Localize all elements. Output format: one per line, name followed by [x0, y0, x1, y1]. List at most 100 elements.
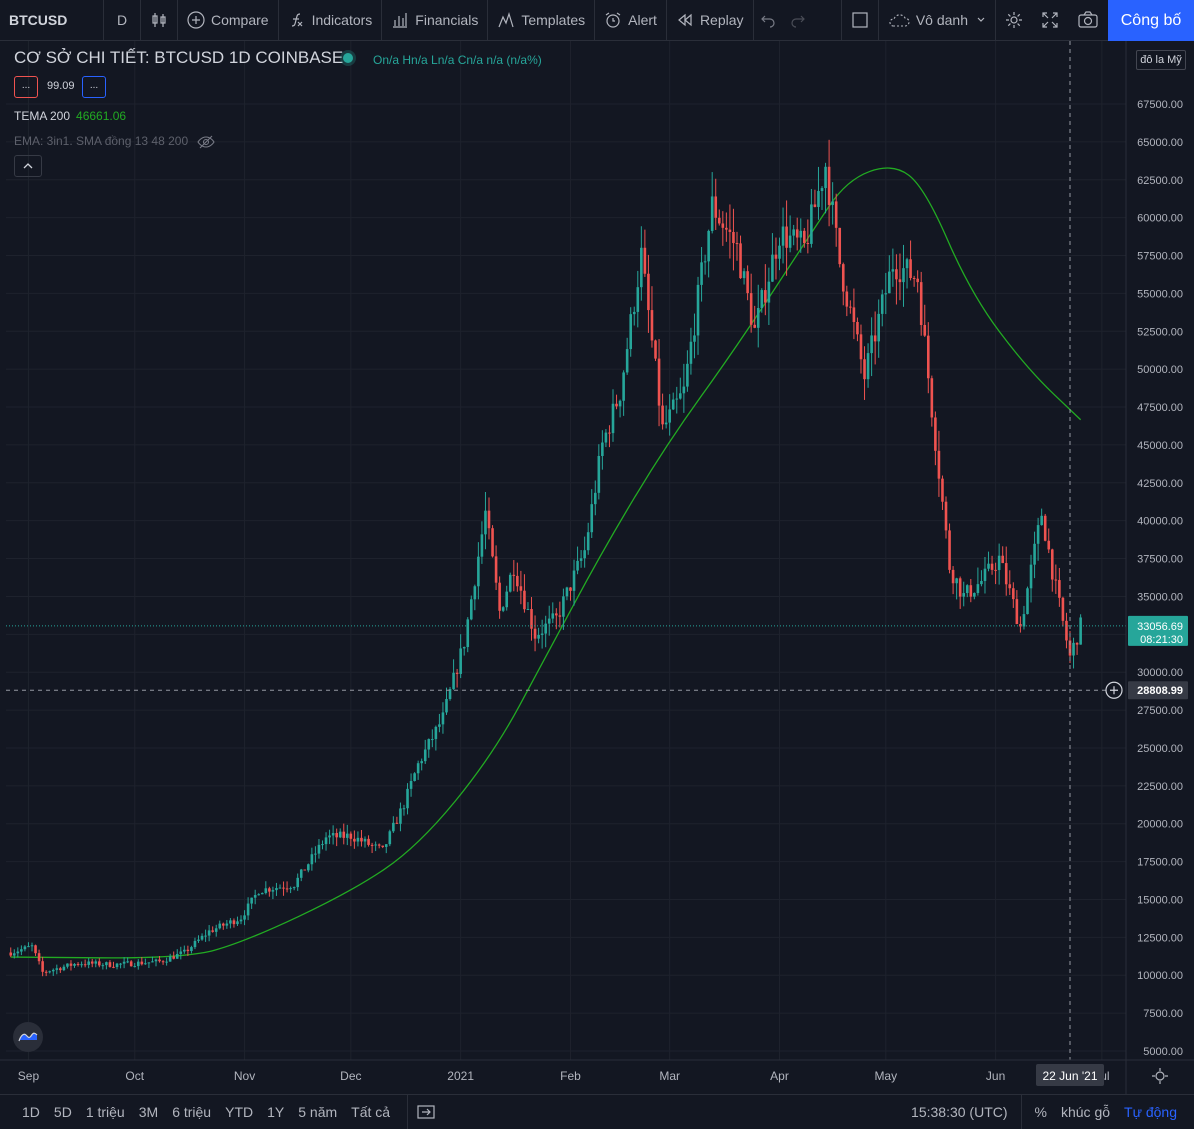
- candle-body: [222, 923, 225, 926]
- candle-body: [119, 963, 122, 965]
- percent-toggle[interactable]: %: [1034, 1104, 1047, 1120]
- candle-body: [508, 574, 512, 592]
- chart-title: CƠ SỞ CHI TIẾT: BTCUSD 1D COINBASE: [14, 48, 344, 67]
- currency-selector[interactable]: đô la Mỹ: [1136, 50, 1186, 70]
- range-button[interactable]: Tất cả: [351, 1103, 391, 1120]
- indicators-button[interactable]: Indicators: [279, 0, 382, 41]
- toolbar-divider: [140, 0, 141, 41]
- utc-clock[interactable]: 15:38:30 (UTC): [911, 1104, 1008, 1120]
- range-button[interactable]: 1D: [22, 1103, 40, 1120]
- collapse-legend-button[interactable]: [14, 155, 42, 177]
- date-range-icon[interactable]: [416, 1104, 436, 1120]
- range-button[interactable]: 3M: [138, 1103, 159, 1120]
- publish-button[interactable]: Công bố: [1108, 0, 1194, 41]
- candle-body: [909, 259, 912, 279]
- toolbar-divider: [594, 0, 596, 41]
- financials-button[interactable]: Financials: [382, 0, 487, 41]
- range-button[interactable]: YTD: [225, 1103, 254, 1120]
- candle-body: [335, 833, 338, 838]
- candle-body: [555, 613, 558, 616]
- range-button[interactable]: 1Y: [267, 1103, 285, 1120]
- time-tick-label: Jun: [986, 1069, 1005, 1083]
- range-button[interactable]: 6 triệu: [172, 1103, 212, 1120]
- price-tick-label: 20000.00: [1137, 819, 1183, 831]
- candle-body: [725, 227, 728, 230]
- candle-body: [232, 920, 236, 925]
- settings-button[interactable]: [996, 0, 1032, 41]
- bar-countdown-label: 08:21:30: [1140, 634, 1183, 646]
- undo-button[interactable]: [754, 0, 784, 41]
- time-scale[interactable]: SepOctNovDec2021FebMarAprMayJunJul22 Jun…: [0, 1059, 1194, 1094]
- layout-menu-button[interactable]: Vô danh: [879, 0, 995, 41]
- price-chart[interactable]: 67500.00 65000.00 62500.00 60000.00 57500.00…: [0, 41, 1194, 1094]
- range-button[interactable]: 5D: [53, 1103, 72, 1120]
- tradingview-logo-icon[interactable]: [13, 1022, 43, 1052]
- candle-body: [480, 534, 484, 557]
- candle-body: [884, 293, 888, 295]
- candle-body: [498, 582, 501, 611]
- candle-body: [764, 290, 767, 303]
- candle-body: [873, 335, 877, 342]
- time-tick-label: Feb: [560, 1069, 581, 1083]
- add-alert-plus-icon[interactable]: [1105, 681, 1123, 699]
- snapshot-button[interactable]: [1068, 0, 1108, 41]
- candle-body: [406, 788, 409, 809]
- candle-body: [126, 961, 129, 963]
- candle-body: [604, 432, 608, 443]
- candle-body: [547, 618, 551, 624]
- alarm-clock-icon: [605, 12, 621, 28]
- range-button[interactable]: 5 năm: [298, 1103, 338, 1120]
- candle-body: [9, 952, 13, 956]
- indicator-box-blue[interactable]: ...: [82, 76, 106, 98]
- interval-button[interactable]: D: [116, 12, 128, 28]
- price-tick-label: 5000.00: [1143, 1046, 1183, 1058]
- candle-body: [771, 254, 774, 282]
- candle-body: [207, 930, 211, 936]
- fullscreen-select-button[interactable]: [842, 0, 878, 41]
- candle-body: [593, 492, 597, 505]
- price-tick-label: 67500.00: [1137, 99, 1183, 111]
- time-tick-label: Oct: [125, 1069, 144, 1083]
- candle-body: [243, 915, 246, 920]
- candle-body: [154, 959, 158, 962]
- candle-body: [813, 204, 817, 207]
- candles-icon: [152, 13, 166, 27]
- gear-icon: [1006, 12, 1022, 28]
- scale-settings-gear-icon[interactable]: [1152, 1068, 1168, 1084]
- candle-body: [707, 230, 710, 262]
- price-tick-label: 37500.00: [1137, 554, 1183, 566]
- indicator-box-red[interactable]: ...: [14, 76, 38, 98]
- compare-button[interactable]: Compare: [178, 0, 278, 41]
- candle-body: [700, 262, 703, 285]
- tema-legend[interactable]: TEMA 200 46661.06: [14, 109, 126, 123]
- eye-off-icon[interactable]: [197, 135, 216, 149]
- symbol-search[interactable]: BTCUSD: [9, 12, 68, 28]
- candle-body: [1058, 580, 1061, 598]
- chevron-up-icon: [23, 163, 33, 169]
- chart-type-button[interactable]: [141, 0, 177, 41]
- compare-label: Compare: [211, 12, 269, 28]
- fullscreen-button[interactable]: [1032, 0, 1068, 41]
- candle-body: [540, 633, 544, 635]
- undo-icon: [760, 15, 775, 28]
- templates-button[interactable]: Templates: [488, 0, 594, 41]
- range-button[interactable]: 1 triệu: [85, 1103, 125, 1120]
- ema-legend[interactable]: EMA: 3in1. SMA đồng 13 48 200: [14, 134, 216, 149]
- ema-label: EMA: 3in1. SMA đồng 13 48 200: [14, 134, 189, 148]
- auto-scale-toggle[interactable]: Tự động: [1124, 1104, 1177, 1120]
- redo-button[interactable]: [784, 0, 814, 41]
- candle-body: [958, 578, 962, 597]
- alert-button[interactable]: Alert: [595, 0, 666, 41]
- replay-button[interactable]: Replay: [667, 0, 753, 41]
- candle-body: [806, 242, 810, 244]
- candle-body: [714, 196, 718, 218]
- candle-body: [370, 844, 374, 846]
- candle-body: [423, 749, 427, 762]
- candle-body: [944, 501, 948, 531]
- candle-body: [668, 409, 671, 423]
- candle-body: [484, 510, 487, 535]
- log-toggle[interactable]: khúc gỗ: [1060, 1104, 1111, 1120]
- price-scale[interactable]: 67500.00 65000.00 62500.00 60000.00 57500.00…: [1125, 41, 1194, 1060]
- candle-body: [44, 971, 48, 973]
- candle-body: [1043, 515, 1047, 541]
